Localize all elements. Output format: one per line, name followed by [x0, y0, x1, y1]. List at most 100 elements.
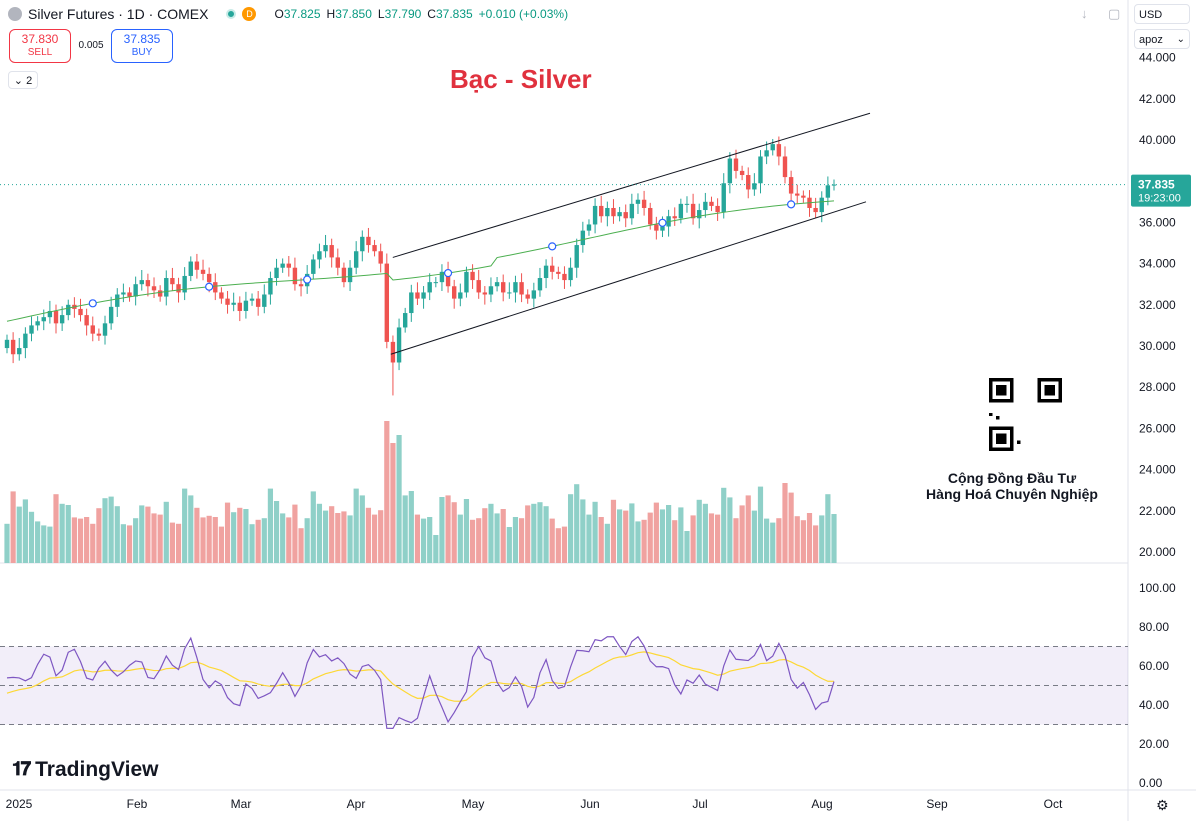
- candle: [697, 210, 702, 219]
- tradingview-logo[interactable]: 𝟏𝟕 TradingView: [12, 758, 158, 782]
- candle: [17, 348, 22, 355]
- candle: [323, 245, 328, 252]
- candle: [127, 292, 132, 297]
- candle: [556, 271, 561, 274]
- last-price-value: 37.835: [1138, 178, 1175, 192]
- candle: [108, 306, 114, 324]
- volume-bar: [672, 520, 678, 563]
- volume-bar: [678, 507, 684, 563]
- candle: [96, 333, 102, 336]
- candle: [525, 294, 530, 299]
- channel-lower-line: [390, 201, 867, 355]
- volume-bar: [721, 487, 727, 563]
- price-tick-label: 40.000: [1139, 133, 1176, 147]
- moving-average-line: [6, 200, 835, 322]
- volume-bar: [457, 514, 463, 563]
- volume-bar: [59, 503, 65, 563]
- volume-bar: [549, 518, 555, 563]
- volume-bar: [708, 513, 715, 563]
- volume-bar: [286, 517, 292, 563]
- candle: [746, 175, 751, 190]
- candle: [531, 290, 537, 299]
- price-tick-label: 28.000: [1139, 380, 1176, 394]
- candle: [409, 292, 414, 314]
- price-tick-label: 36.000: [1139, 215, 1176, 229]
- currency-select[interactable]: USD: [1134, 4, 1190, 24]
- fullscreen-icon[interactable]: ▢: [1108, 6, 1121, 21]
- volume-bar: [365, 507, 372, 563]
- volume-bar: [659, 509, 666, 563]
- qr-module: [995, 416, 1000, 420]
- candle: [335, 257, 340, 268]
- silver-logo-icon: [8, 7, 22, 21]
- symbol-title[interactable]: Silver Futures · 1D · COMEX: [28, 6, 209, 22]
- time-tick-label: Feb: [127, 797, 148, 811]
- scale-mode-value: apoz: [1139, 34, 1163, 46]
- candle: [586, 224, 592, 231]
- data-delay-badge: D: [242, 7, 257, 21]
- volume-bar: [237, 507, 243, 563]
- candle: [255, 298, 261, 307]
- candle: [623, 212, 628, 219]
- volume-bar: [396, 435, 402, 563]
- volume-bar: [163, 501, 169, 563]
- volume-bar: [745, 495, 751, 563]
- volume-bar: [96, 508, 102, 563]
- volume-bar: [580, 499, 586, 563]
- volume-bar: [316, 503, 323, 563]
- volume-bar: [224, 502, 231, 563]
- rsi-tick-label: 60.00: [1139, 659, 1169, 673]
- volume-bar: [794, 516, 800, 563]
- volume-bar: [28, 511, 35, 563]
- volume-bar: [666, 505, 672, 563]
- indicators-count: 2: [26, 75, 33, 87]
- time-tick-label: Jul: [692, 797, 707, 811]
- candle: [617, 212, 622, 217]
- volume-bar: [133, 518, 139, 563]
- candle: [182, 275, 187, 293]
- buy-label: BUY: [131, 47, 153, 58]
- volume-bar: [512, 517, 519, 563]
- volume-bar: [212, 517, 218, 563]
- candle: [574, 245, 579, 268]
- candle: [451, 286, 457, 299]
- volume-bar: [506, 527, 512, 563]
- arrow-down-icon[interactable]: ↓: [1081, 6, 1088, 21]
- candle: [715, 205, 720, 213]
- candle: [384, 263, 390, 342]
- alert-marker: [658, 218, 667, 227]
- scale-mode-select[interactable]: apoz ⌄: [1134, 29, 1190, 49]
- volume-bar: [261, 518, 267, 563]
- buy-button[interactable]: 37.835 BUY: [111, 29, 173, 63]
- settings-icon[interactable]: ⚙: [1156, 797, 1169, 813]
- chevron-down-icon: ⌄: [13, 75, 24, 87]
- alert-marker: [548, 242, 557, 251]
- volume-bar: [188, 495, 194, 563]
- volume-bar: [420, 518, 427, 563]
- volume-bar: [690, 515, 696, 563]
- market-open-icon: [226, 9, 237, 19]
- candle: [439, 271, 445, 283]
- volume-bar: [22, 499, 28, 563]
- indicators-toggle[interactable]: ⌄ 2: [8, 71, 38, 89]
- volume-bar: [727, 497, 733, 563]
- alert-marker: [205, 282, 214, 291]
- candle: [286, 263, 291, 268]
- sell-button[interactable]: 37.830 SELL: [9, 29, 71, 63]
- volume-bar: [41, 525, 47, 563]
- volume-bar: [120, 524, 126, 563]
- volume-bar: [200, 517, 206, 563]
- volume-bar: [243, 509, 249, 563]
- candle: [788, 177, 794, 194]
- ohlc-low: L37.790: [377, 7, 422, 21]
- candle: [421, 292, 426, 299]
- candle: [231, 302, 236, 305]
- candle: [476, 280, 481, 293]
- candle: [78, 308, 83, 316]
- candle: [225, 298, 230, 305]
- candle: [494, 282, 500, 287]
- candle: [752, 183, 757, 190]
- sell-label: SELL: [27, 47, 53, 58]
- price-tick-label: 26.000: [1139, 421, 1176, 435]
